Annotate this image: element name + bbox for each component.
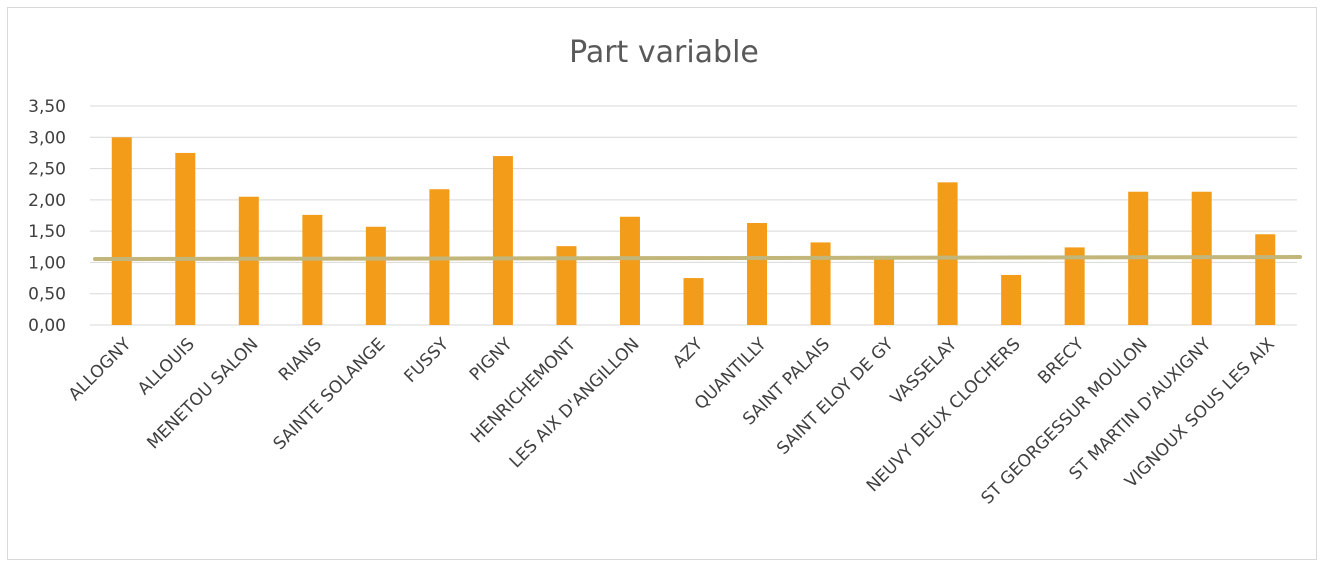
x-tick-label: FUSSY — [400, 334, 453, 387]
y-tick-label: 3,00 — [28, 128, 66, 148]
x-tick-label: SAINT ELOY DE GY — [773, 334, 898, 459]
y-tick-label: 0,00 — [28, 316, 66, 336]
grid-lines — [90, 105, 1297, 326]
bar — [556, 246, 577, 325]
bar — [747, 223, 768, 325]
y-tick-label: 2,50 — [28, 160, 66, 180]
x-tick-label: SAINTE SOLANGE — [270, 334, 390, 454]
bar — [1001, 274, 1022, 325]
x-tick-label: BRECY — [1034, 334, 1088, 388]
chart-title: Part variable — [569, 35, 759, 70]
chart-frame — [7, 7, 1317, 560]
bar — [175, 152, 196, 325]
bar — [1064, 247, 1085, 325]
y-axis: 0,00 0,50 1,00 1,50 2,00 2,50 3,00 3,50 — [28, 97, 66, 336]
bar — [937, 182, 958, 325]
y-tick-label: 1,50 — [28, 222, 66, 242]
y-tick-label: 2,00 — [28, 191, 66, 211]
bar — [619, 216, 640, 325]
x-tick-label: PIGNY — [466, 334, 517, 385]
bar — [111, 137, 132, 325]
x-tick-label: LES AIX D'ANGILLON — [506, 334, 644, 472]
y-tick-label: 3,50 — [28, 97, 66, 117]
y-tick-label: 1,00 — [28, 253, 66, 273]
bar — [1255, 234, 1276, 325]
bar — [874, 258, 895, 325]
x-tick-label: ALLOGNY — [65, 334, 136, 405]
y-tick-label: 0,50 — [28, 285, 66, 305]
x-tick-label: RIANS — [275, 334, 326, 385]
reference-line — [93, 255, 1302, 262]
x-tick-label: MENETOU SALON — [143, 334, 262, 453]
bar — [302, 214, 323, 325]
bar — [238, 196, 259, 325]
x-tick-label: HENRICHEMONT — [467, 334, 580, 447]
reference-line-group — [93, 255, 1302, 262]
bar — [683, 278, 704, 325]
bar — [810, 242, 831, 325]
bar — [492, 156, 513, 325]
x-tick-label: ALLOUIS — [134, 334, 199, 399]
bar — [365, 226, 386, 325]
x-tick-label: AZY — [669, 334, 707, 372]
